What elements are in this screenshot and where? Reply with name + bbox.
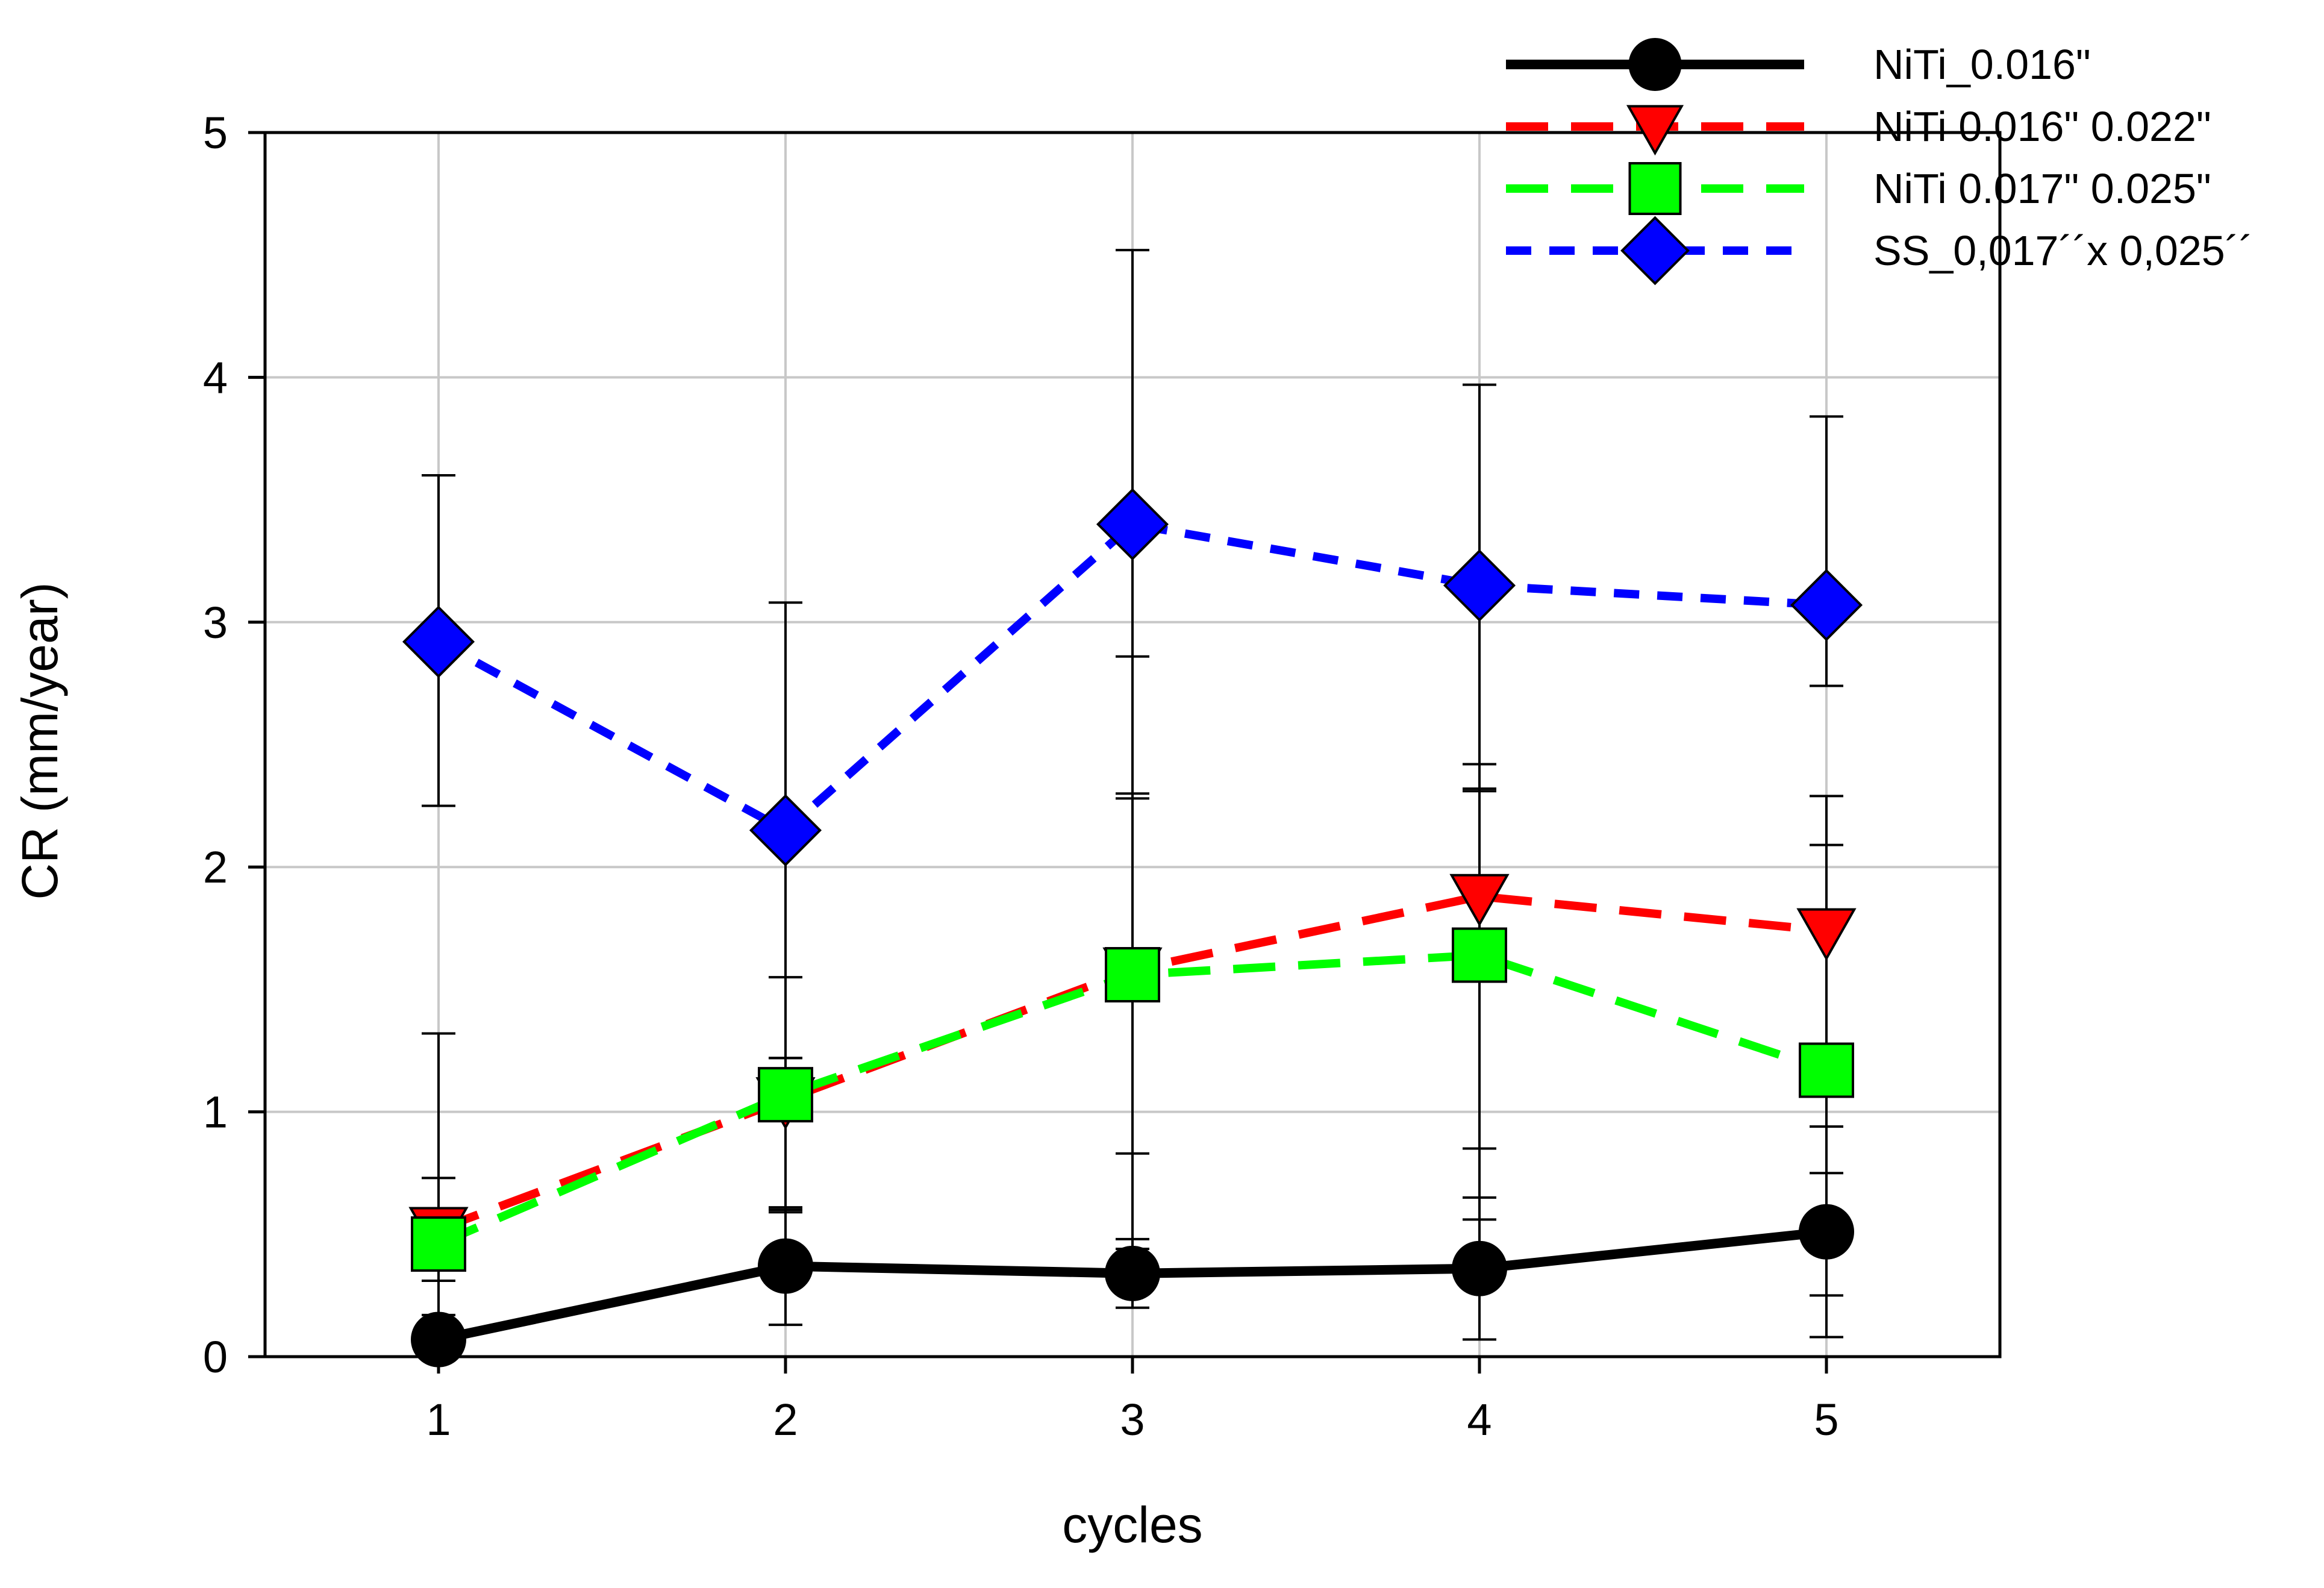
- data-point-series-1: [1105, 1245, 1160, 1301]
- y-tick-label: 0: [203, 1332, 228, 1382]
- data-point-series-2: [1796, 908, 1857, 961]
- y-tick-label: 4: [203, 352, 228, 402]
- y-tick-label: 5: [203, 108, 228, 158]
- data-point-series-4: [1443, 549, 1516, 622]
- legend-marker-2: [1626, 105, 1684, 156]
- legend-label-2: NiTi 0.016" 0.022": [1873, 103, 2211, 150]
- data-point-series-4: [749, 794, 822, 867]
- data-point-series-3: [411, 1216, 466, 1272]
- data-point-series-3: [758, 1067, 813, 1123]
- data-point-series-4: [1790, 569, 1863, 642]
- data-point-series-3: [1105, 947, 1160, 1003]
- data-point-series-3: [1452, 927, 1507, 983]
- x-tick-label: 5: [1814, 1395, 1838, 1445]
- x-tick-label: 2: [773, 1395, 798, 1445]
- legend-label-3: NiTi 0.017" 0.025": [1873, 165, 2211, 212]
- y-tick-label: 1: [203, 1087, 228, 1137]
- data-point-series-1: [411, 1311, 466, 1368]
- data-point-series-1: [1799, 1204, 1854, 1260]
- x-tick-label: 3: [1120, 1395, 1145, 1445]
- data-point-series-3: [1799, 1042, 1854, 1098]
- y-tick-label: 3: [203, 598, 228, 648]
- data-point-series-4: [1096, 488, 1169, 561]
- x-tick-label: 1: [426, 1395, 451, 1445]
- legend-label-4: SS_0,017´´x 0,025´´: [1873, 227, 2253, 274]
- legend-marker-1: [1628, 38, 1682, 91]
- legend-marker-3: [1628, 162, 1682, 215]
- data-point-series-1: [1452, 1240, 1507, 1296]
- axes: 0 1 2 3 4 5 1 2 3 4 5: [203, 108, 2002, 1445]
- legend: NiTi_0.016" NiTi 0.016" 0.022" NiTi 0.017"…: [1506, 38, 2253, 286]
- y-axis-label: CR (mm/year): [11, 582, 68, 899]
- y-tick-label: 2: [203, 842, 228, 892]
- series-line-4: [436, 520, 1827, 835]
- legend-marker-4: [1620, 216, 1690, 286]
- data-point-series-2: [1449, 874, 1510, 927]
- legend-label-1: NiTi_0.016": [1873, 41, 2091, 88]
- series-markers: [402, 488, 1863, 1368]
- data-point-series-1: [758, 1238, 813, 1294]
- data-point-series-4: [402, 605, 475, 678]
- x-tick-label: 4: [1467, 1395, 1492, 1445]
- x-axis-label: cycles: [1062, 1496, 1202, 1553]
